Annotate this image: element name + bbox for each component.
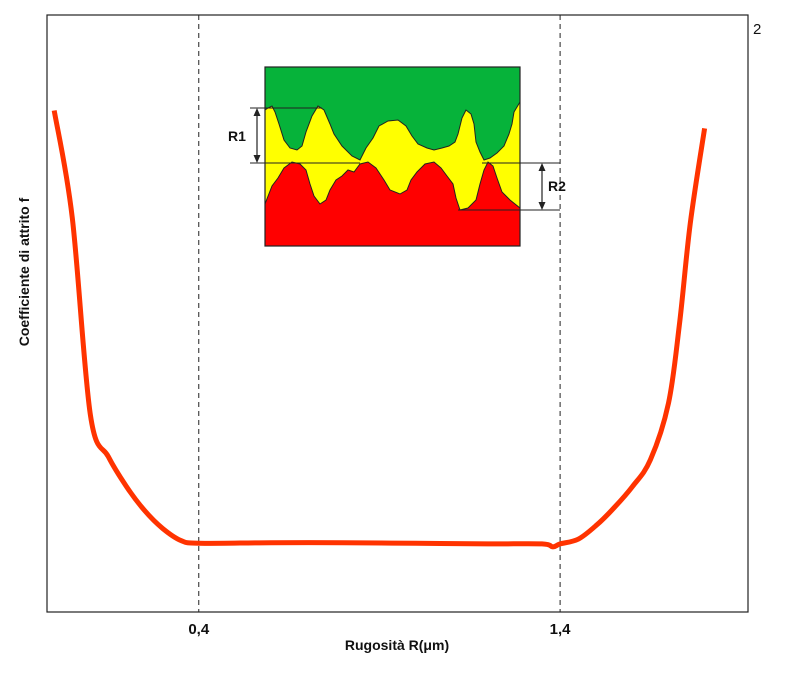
r2-arrowhead-top [538,163,546,171]
corner-label: 2 [753,21,761,38]
series-group [51,110,708,550]
r1-arrowhead-top [253,108,261,116]
inset-green-upper-surface [264,66,521,161]
plot-frame [46,14,749,613]
x-tick-label: 1,4 [550,621,572,638]
r2-arrowhead-bottom [538,202,546,210]
r2-label: R2 [548,178,566,194]
x-tick-label: 0,4 [188,621,210,638]
series-line-0 [51,110,708,550]
surface-roughness-inset: R1 R2 [228,66,566,247]
inset-red-lower-surface [264,161,521,247]
r1-label: R1 [228,128,246,144]
x-tick-labels: 0,4 1,4 [188,621,571,638]
r1-arrowhead-bottom [253,155,261,163]
x-axis-label: Rugosità R(μm) [345,637,449,653]
reference-lines [198,15,561,612]
y-axis-label: Coefficiente di attrito f [16,197,32,346]
inset-border [264,66,521,247]
